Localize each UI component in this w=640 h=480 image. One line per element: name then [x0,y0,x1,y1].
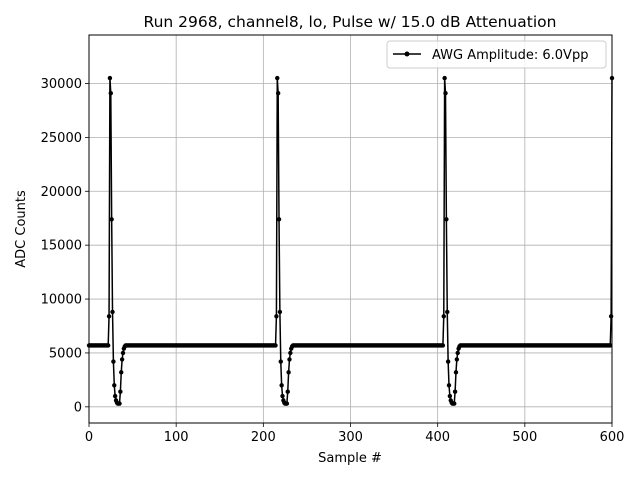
data-point [109,217,114,222]
x-tick-label: 200 [251,430,276,445]
data-point [447,393,453,399]
legend-marker-swatch [404,51,410,57]
x-tick-label: 600 [600,430,625,445]
data-point [441,314,446,319]
y-tick-label: 5000 [49,346,82,361]
data-point [120,350,126,356]
data-point [280,393,285,399]
legend-box [386,40,607,69]
y-axis: 0 5000 10000 15000 20000 25000 30000 [41,77,89,415]
data-point [117,401,122,406]
x-axis: 0 100 200 300 400 500 600 [85,423,625,445]
data-point [452,401,457,406]
data-point [108,91,113,96]
data-point [274,314,279,319]
data-point [275,75,280,81]
data-point [112,393,118,399]
y-tick-label: 15000 [41,239,82,254]
data-point [443,91,448,96]
data-point [445,359,451,364]
x-tick-label: 300 [338,430,363,445]
data-point [444,217,449,222]
data-point [107,75,113,81]
x-tick-label: 100 [164,430,189,445]
data-point [119,370,124,375]
series-layer [86,75,615,406]
data-point [455,350,460,356]
legend: AWG Amplitude: 6.0Vpp [386,40,607,69]
data-point [287,357,292,362]
data-point [275,91,281,96]
y-axis-title: ADC Counts [14,190,29,268]
data-point [440,343,446,348]
y-tick-label: 20000 [41,185,82,200]
data-point [118,389,123,394]
data-point [286,370,291,375]
x-tick-label: 500 [512,430,537,445]
chart-title: Run 2968, channel8, lo, Pulse w/ 15.0 dB… [144,13,557,31]
data-point [119,357,125,362]
y-tick-label: 25000 [41,131,82,146]
y-tick-label: 30000 [41,77,82,92]
data-point [608,314,614,319]
data-point [106,314,112,319]
data-point [110,309,115,315]
y-tick-label: 0 [74,400,82,415]
y-tick-label: 10000 [41,293,82,308]
legend-label: AWG Amplitude: 6.0Vpp [432,48,588,63]
data-point [446,383,452,388]
data-point [112,383,117,388]
data-point [454,357,460,362]
x-tick-label: 400 [425,430,450,445]
data-point [288,350,293,356]
data-point [276,217,282,222]
data-point [442,75,447,81]
data-point [278,359,283,364]
data-point [277,309,283,315]
data-point [452,389,458,394]
data-point [279,383,284,388]
x-tick-label: 0 [85,430,93,445]
data-point [445,309,450,315]
data-point [453,370,459,375]
data-point [285,389,290,394]
data-point [608,343,613,348]
data-point [284,401,290,406]
data-point [111,359,116,364]
x-axis-title: Sample # [318,451,382,466]
data-point [105,343,111,348]
data-point [273,343,278,348]
